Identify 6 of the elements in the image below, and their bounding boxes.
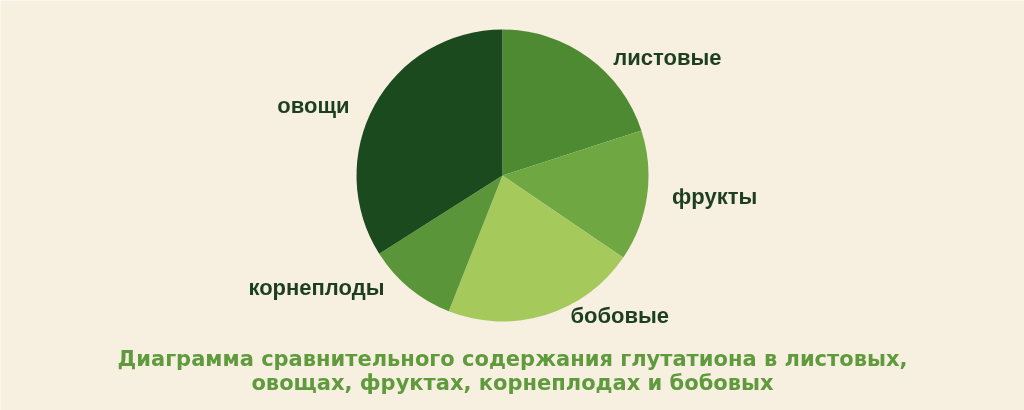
text: Диаграмма сравнительного содержания глутатиона в листовых, овощах, фруктах, корнеплодах и бобовых [117,346,908,395]
slice-label: овощи [277,92,350,118]
slice-label: листовые [613,44,722,70]
slice-label: фрукты [672,183,758,209]
slice-label: корнеплоды [248,275,385,301]
slice-label: бобовые [570,302,670,328]
